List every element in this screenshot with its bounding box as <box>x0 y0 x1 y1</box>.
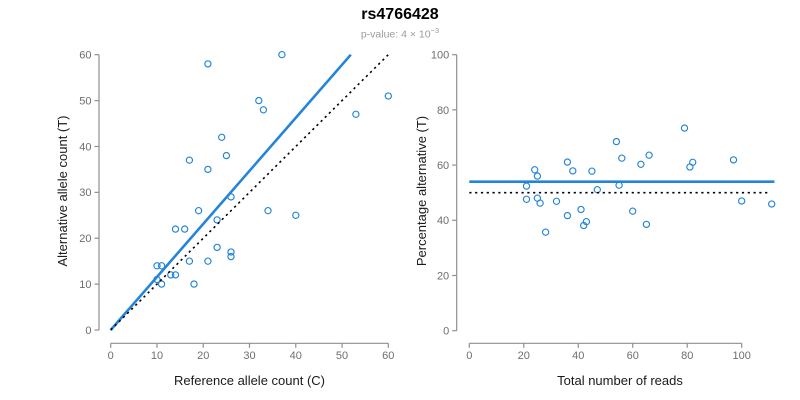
y-tick-label: 40 <box>437 215 449 227</box>
data-point <box>213 243 221 252</box>
data-point <box>629 207 637 215</box>
x-axis-title: Reference allele count (C) <box>174 373 325 388</box>
data-point <box>612 137 621 146</box>
x-tick-label: 20 <box>197 350 209 362</box>
y-axis-title: Alternative allele count (T) <box>55 115 70 266</box>
data-point <box>292 211 300 219</box>
data-point <box>213 216 221 224</box>
data-point <box>536 199 544 207</box>
data-point <box>645 151 653 159</box>
data-point <box>577 205 585 214</box>
x-tick-label: 40 <box>572 350 584 362</box>
x-tick-label: 60 <box>382 350 394 362</box>
data-point <box>157 262 166 270</box>
data-point <box>522 182 531 190</box>
data-point <box>222 151 231 160</box>
data-point <box>352 110 360 118</box>
p-value-exponent: −3 <box>430 26 440 35</box>
x-axis-title: Total number of reads <box>557 373 683 388</box>
y-tick-label: 50 <box>79 95 91 107</box>
data-point <box>618 154 626 162</box>
data-point <box>185 257 194 265</box>
data-point <box>190 280 198 288</box>
data-point <box>185 156 194 164</box>
x-tick-label: 40 <box>290 350 302 362</box>
data-point <box>615 181 623 189</box>
figure-subtitle: p-value: 4 × 10−3 <box>0 26 800 41</box>
data-point <box>227 252 235 261</box>
y-tick-label: 20 <box>79 233 91 245</box>
left-scatter-panel: 0 10 20 30 40 50 60 0 10 20 30 40 50 60 Reference alle… <box>55 50 394 388</box>
data-point <box>588 167 596 175</box>
data-point <box>680 124 689 132</box>
data-point <box>642 220 651 229</box>
y-axis-title: Percentage alternative (T) <box>414 116 429 266</box>
fit-line <box>109 53 352 331</box>
data-point <box>227 248 235 256</box>
x-tick-label: 10 <box>151 350 163 362</box>
data-point <box>218 133 226 141</box>
y-tick-label: 20 <box>437 270 449 282</box>
figure-title: rs4766428 <box>361 6 439 23</box>
identity-line <box>110 54 389 331</box>
x-tick-label: 30 <box>243 350 255 362</box>
data-point <box>278 51 286 59</box>
data-point <box>593 186 601 194</box>
data-point <box>259 106 268 114</box>
y-tick-label: 60 <box>437 160 449 172</box>
y-tick-label: 10 <box>79 279 91 291</box>
data-point <box>167 271 175 279</box>
y-tick-label: 100 <box>431 50 449 62</box>
data-point <box>194 207 203 215</box>
x-tick-label: 0 <box>466 350 472 362</box>
data-point <box>541 228 550 236</box>
p-value-text: p-value: 4 × 10 <box>360 28 431 41</box>
data-point <box>157 280 166 288</box>
y-tick-label: 0 <box>85 325 91 337</box>
data-point <box>686 163 694 171</box>
x-tick-label: 100 <box>733 350 751 362</box>
data-point <box>181 225 189 233</box>
data-point <box>569 167 577 175</box>
y-tick-label: 40 <box>79 141 91 153</box>
data-point <box>384 92 392 100</box>
data-point <box>533 172 542 180</box>
y-tick-label: 30 <box>79 187 91 199</box>
y-tick-label: 0 <box>443 326 449 338</box>
data-point <box>255 96 263 105</box>
data-point <box>204 165 212 174</box>
data-point <box>738 197 746 205</box>
x-tick-label: 60 <box>627 350 639 362</box>
y-tick-label: 60 <box>79 50 91 62</box>
data-point <box>204 257 212 265</box>
data-point <box>531 166 539 174</box>
data-point <box>768 200 776 208</box>
x-tick-label: 80 <box>681 350 693 362</box>
data-point <box>637 160 645 168</box>
y-tick-label: 80 <box>437 105 449 117</box>
data-point <box>204 60 212 68</box>
data-point <box>563 211 572 220</box>
data-point <box>153 262 161 270</box>
x-tick-label: 20 <box>518 350 530 362</box>
data-point <box>552 197 561 205</box>
data-point <box>729 156 738 164</box>
data-point <box>563 158 572 166</box>
data-point <box>264 207 272 215</box>
data-point <box>580 221 588 230</box>
data-point <box>171 225 180 233</box>
right-scatter-panel: 0 20 40 60 80 100 0 20 40 60 80 100 Total number of … <box>414 50 776 388</box>
data-point <box>171 271 180 279</box>
x-tick-label: 50 <box>336 350 348 362</box>
x-tick-label: 0 <box>108 350 114 362</box>
data-point <box>522 195 531 203</box>
